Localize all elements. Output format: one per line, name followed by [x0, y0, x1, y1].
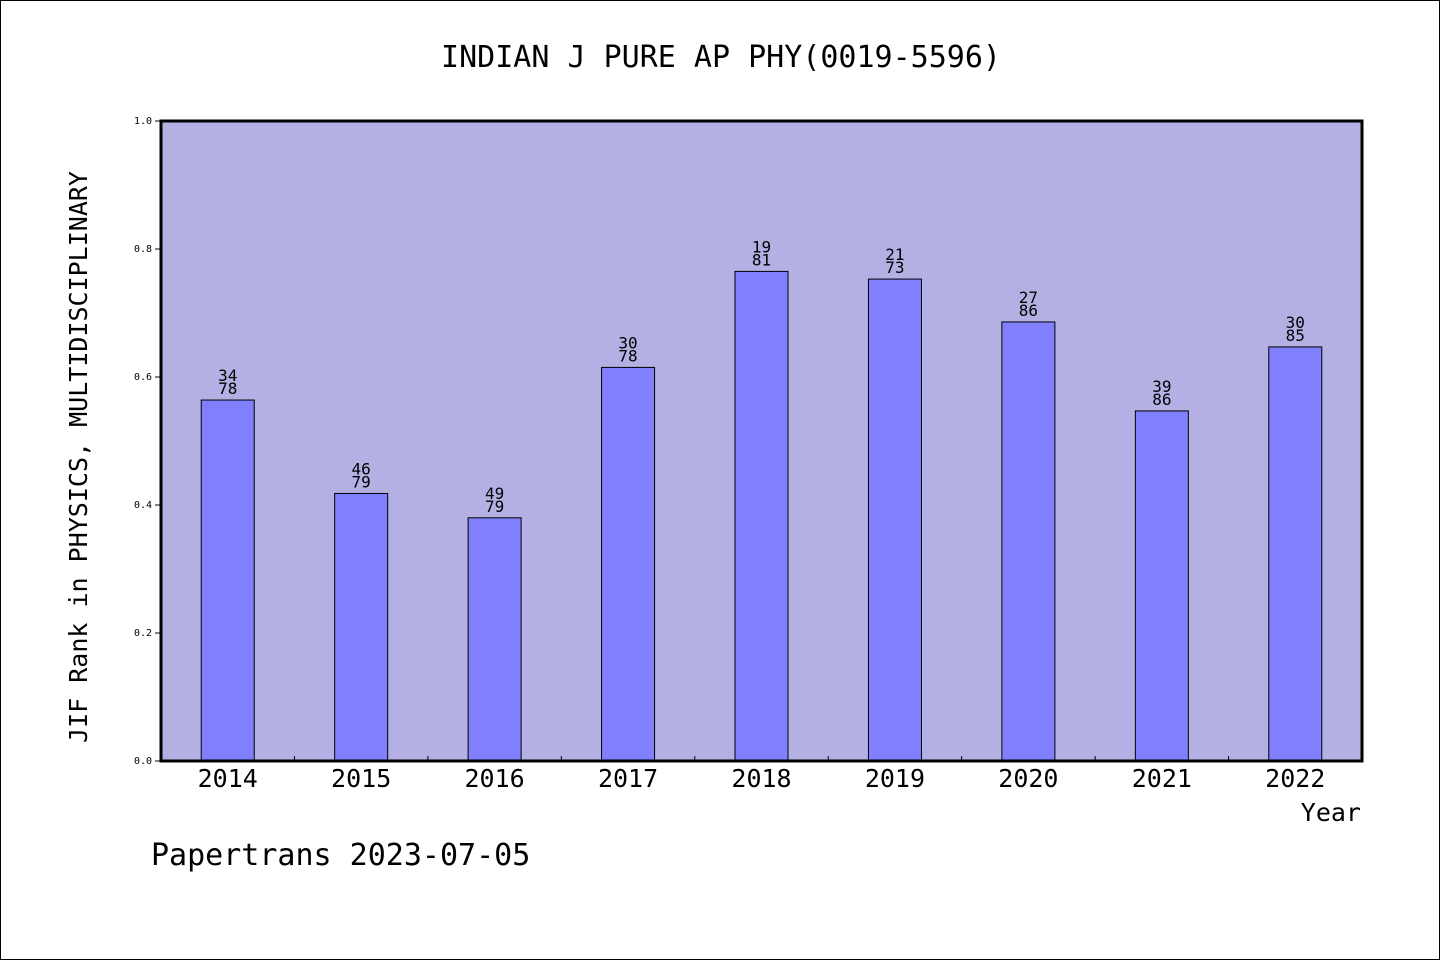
- plot-area: 0.00.20.40.60.81.03478201446792015497920…: [134, 116, 1364, 793]
- bar-2017: [601, 366, 656, 762]
- bar-total-label: 78: [218, 379, 237, 398]
- bar-rank-label: 34: [218, 366, 237, 385]
- bar-rank-label: 27: [1019, 288, 1038, 307]
- bar-rank-label: 30: [1286, 313, 1305, 332]
- chart-title: INDIAN J PURE AP PHY(0019-5596): [441, 40, 1001, 75]
- bar-total-label: 73: [885, 258, 904, 277]
- y-tick-label: 1.0: [134, 116, 152, 127]
- bar-total-label: 79: [485, 497, 504, 516]
- bar-2022: [1268, 346, 1323, 762]
- bar-2020: [1001, 321, 1056, 762]
- bar-2016: [467, 517, 522, 762]
- bar-rank-label: 46: [352, 459, 371, 478]
- bar-2015: [334, 492, 389, 762]
- y-tick-label: 0.0: [134, 756, 152, 767]
- x-tick-label: 2020: [998, 764, 1058, 793]
- bar-total-label: 78: [618, 346, 637, 365]
- bar-total-label: 79: [352, 472, 371, 491]
- bar-2014: [200, 399, 255, 762]
- bar-total-label: 85: [1286, 326, 1305, 345]
- bar-total-label: 86: [1152, 390, 1171, 409]
- x-tick-label: 2019: [865, 764, 925, 793]
- bar-total-label: 81: [752, 250, 771, 269]
- x-tick-label: 2021: [1132, 764, 1192, 793]
- bar-rank-label: 49: [485, 484, 504, 503]
- x-tick-label: 2016: [465, 764, 525, 793]
- bar-2018: [734, 270, 789, 762]
- x-tick-label: 2015: [331, 764, 391, 793]
- y-axis-label: JIF Rank in PHYSICS, MULTIDISCIPLINARY: [64, 171, 93, 743]
- footer-credit: Papertrans 2023-07-05: [151, 838, 530, 873]
- y-tick-label: 0.2: [134, 628, 152, 639]
- bar-total-label: 86: [1019, 301, 1038, 320]
- y-tick-label: 0.8: [134, 244, 152, 255]
- x-tick-label: 2017: [598, 764, 658, 793]
- bar-rank-label: 19: [752, 237, 771, 256]
- bar-rank-label: 21: [885, 245, 904, 264]
- x-tick-label: 2014: [198, 764, 258, 793]
- x-axis-label: Year: [1301, 798, 1361, 827]
- y-tick-label: 0.4: [134, 500, 152, 511]
- plot-border: [159, 119, 1364, 763]
- bar-2021: [1134, 410, 1189, 762]
- x-tick-label: 2022: [1265, 764, 1325, 793]
- y-tick-label: 0.6: [134, 372, 152, 383]
- x-tick-label: 2018: [731, 764, 791, 793]
- bar-2019: [867, 278, 922, 762]
- bar-rank-label: 30: [618, 333, 637, 352]
- bar-rank-label: 39: [1152, 377, 1171, 396]
